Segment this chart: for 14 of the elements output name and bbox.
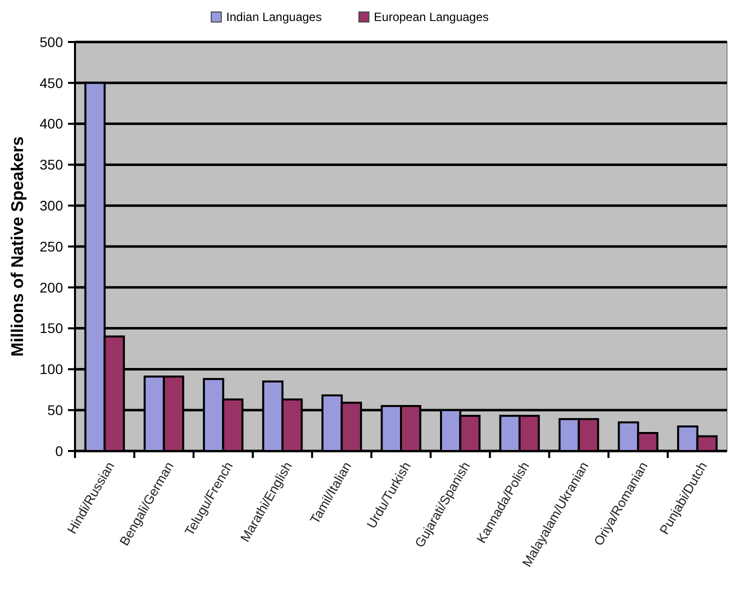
y-tick-label: 400 [40,116,64,132]
y-tick-label: 500 [40,34,64,50]
y-tick-label: 450 [40,74,64,91]
y-tick-label: 100 [40,361,64,378]
y-tick-label: 150 [40,320,64,336]
y-tick-label: 250 [40,238,64,254]
y-tick-label: 300 [40,198,64,214]
y-tick-label: 0 [55,442,64,459]
legend-label: European Languages [374,10,489,24]
y-tick-label: 200 [40,279,64,296]
legend-label: Indian Languages [226,10,322,24]
y-tick-label: 350 [40,156,64,173]
y-axis-title: Millions of Native Speakers [8,136,27,357]
y-tick-label: 50 [47,402,64,418]
